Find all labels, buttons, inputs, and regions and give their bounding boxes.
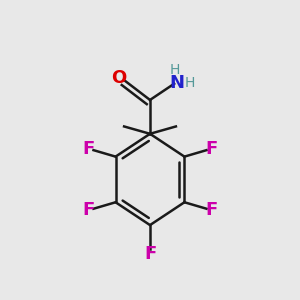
Text: F: F <box>82 140 94 158</box>
Text: F: F <box>144 245 156 263</box>
Text: O: O <box>111 69 126 87</box>
Text: F: F <box>206 201 218 219</box>
Text: F: F <box>206 140 218 158</box>
Text: H: H <box>170 63 180 76</box>
Text: F: F <box>82 201 94 219</box>
Text: N: N <box>169 74 184 92</box>
Text: H: H <box>184 76 195 90</box>
